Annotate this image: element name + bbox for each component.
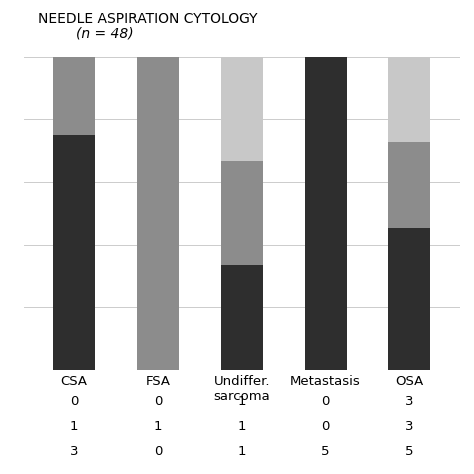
Text: 0: 0	[154, 395, 162, 408]
Bar	[389, 57, 430, 142]
Bar	[137, 57, 179, 370]
Text: (n = 48): (n = 48)	[76, 26, 134, 40]
Text: 5: 5	[321, 445, 330, 458]
Bar	[53, 57, 95, 135]
Text: 1: 1	[237, 395, 246, 408]
Text: 5: 5	[405, 445, 414, 458]
Text: 0: 0	[321, 395, 330, 408]
Text: 1: 1	[154, 420, 162, 433]
Text: 3: 3	[70, 445, 78, 458]
Text: 1: 1	[70, 420, 78, 433]
Bar	[221, 161, 263, 265]
Text: 3: 3	[405, 420, 414, 433]
Text: 0: 0	[70, 395, 78, 408]
Bar	[53, 135, 95, 370]
Bar	[221, 265, 263, 370]
Bar	[305, 57, 346, 370]
Text: 1: 1	[237, 420, 246, 433]
Bar	[221, 57, 263, 161]
Text: 3: 3	[405, 395, 414, 408]
Text: 1: 1	[237, 445, 246, 458]
Text: NEEDLE ASPIRATION CYTOLOGY: NEEDLE ASPIRATION CYTOLOGY	[38, 12, 257, 26]
Bar	[389, 228, 430, 370]
Text: 0: 0	[154, 445, 162, 458]
Bar	[389, 142, 430, 228]
Text: 0: 0	[321, 420, 330, 433]
